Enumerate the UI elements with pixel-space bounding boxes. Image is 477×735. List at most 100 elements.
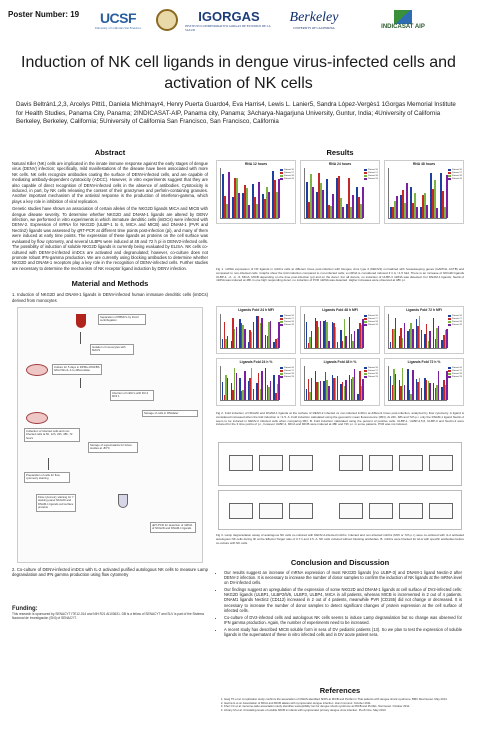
flow-plot [369,455,393,471]
chart-bar [234,177,236,218]
schematic-step: Collection of infected cells and non-inf… [24,427,80,443]
legend-entry: Patient 17 [448,172,462,174]
legend-entry: Patient 19 [280,376,294,378]
chart-bar [402,190,404,218]
chart-bar [424,377,426,400]
chart-bar [424,333,426,348]
legend-entry: Patient 16 [364,169,378,171]
flow-tube-icon [118,493,128,508]
chart-bar [358,197,360,218]
chart-bar [226,335,229,348]
chart-bar [252,389,255,400]
chart-bar [401,338,404,348]
chart-bar [348,317,351,348]
methods-item-2: 2. Co-culture of DENV-infected imDCs wit… [12,566,208,578]
chart-bar [323,320,325,348]
figure-2-caption: Fig 2. Fold induction of NKG2D and DNAM-… [216,411,464,427]
legend-entry: Patient 19 [280,324,294,326]
chart-bar [252,322,255,348]
legend-entry: Patient 18 [280,373,294,375]
chart-bar [416,206,418,218]
chart-bar [276,337,279,348]
legend-entry: Patient 19 [364,178,378,180]
chart-bar [443,334,445,348]
schematic-step: Preparation of cells for flow cytometry … [24,471,70,483]
chart-legend: Patient 16 Patient 17 Patient 18 Patient 19 [448,315,462,327]
chart-bar [429,383,431,400]
chart-legend: Patient 16 Patient 17 Patient 18 Patient 19 [364,169,378,181]
schematic-step: Infection of imDC's with DV-2 MOI 1 [110,389,154,401]
legend-entry: Patient 17 [448,370,462,372]
legend-swatch [364,367,367,369]
chart-bar [268,191,270,218]
legend-label: Patient 17 [284,370,294,372]
chart-bar [317,381,320,400]
legend-label: Patient 16 [452,169,462,171]
chart-bar [408,389,411,400]
legend-label: Patient 19 [452,178,462,180]
references-list: Garg TK et al. A replication study confi… [218,697,462,713]
chart-bar [324,320,327,348]
legend-label: Patient 16 [368,367,378,369]
legend-entry: Patient 16 [448,169,462,171]
chart-bar [262,193,264,218]
chart-bar [410,186,412,218]
legend-entry: Patient 19 [448,324,462,326]
flow-plot [259,455,283,471]
chart-bar [434,339,436,348]
abstract-paragraph: Genetic studies have shown an associatio… [12,206,208,271]
chart-bar [269,381,272,400]
chart-bar [326,178,328,218]
panel-title: Ligands Fold 24 h MFI [238,308,274,312]
culture-dish-icon [26,411,48,424]
culture-dish-icon [26,363,48,376]
chart-bar [348,178,350,218]
chart-bar [254,197,256,218]
chart-bar [432,318,435,348]
chart-bar [335,377,337,400]
ucsf-logo-subtext: University of California San Francisco [94,26,142,30]
panel-title: RNA 24 hours [328,162,352,166]
arrow-icon [48,457,49,470]
chart-bar [230,341,232,348]
legend-entry: Patient 19 [448,376,462,378]
chart-legend: Patient 16 Patient 17 Patient 18 Patient 19 [280,367,294,379]
chart-bar [391,385,394,400]
legend-swatch [280,172,283,174]
reference-item: Library M et al. Circulating levels of s… [224,708,462,713]
legend-swatch [364,175,367,177]
chart-bar [390,375,392,400]
conclusion-bullet: Co-culture of DV2-infected cells and aut… [224,615,462,625]
chart-bar [226,378,229,400]
legend-label: Patient 18 [368,373,378,375]
chart-bar [314,317,316,348]
mini-chart-panel: Ligands Fold 24 h % Patient 16 Patient 17 P… [216,358,296,406]
panel-title: RNA 48 hours [412,162,436,166]
figure-3-panel-b [218,490,462,530]
chart-bar [316,381,318,400]
legend-entry: Patient 16 [364,315,378,317]
chart-bar [252,184,254,218]
chart-bar [434,388,436,400]
chart-bar [244,329,246,348]
chart-bar [398,380,400,400]
legend-swatch [364,324,367,326]
chart-bar [410,323,412,348]
conclusion-bullet: Our findings suggest an upregulation of … [224,587,462,612]
legend-entry: Patient 18 [364,321,378,323]
flow-plot [339,455,363,471]
chart-bar [425,380,428,400]
chart-bar [249,377,251,400]
chart-bar [417,325,419,348]
chart-bar [340,384,342,400]
indicasat-logo: INDICASAT AIP [368,6,438,34]
legend-entry: Patient 18 [448,321,462,323]
chart-bar [352,194,354,218]
flow-plot [229,503,253,519]
chart-bar [268,321,270,348]
reference-item: García G et al. Association of MICA and … [224,701,462,706]
chart-bar [350,207,352,218]
legend-label: Patient 17 [284,318,294,320]
legend-swatch [364,376,367,378]
chart-bar [261,317,263,348]
